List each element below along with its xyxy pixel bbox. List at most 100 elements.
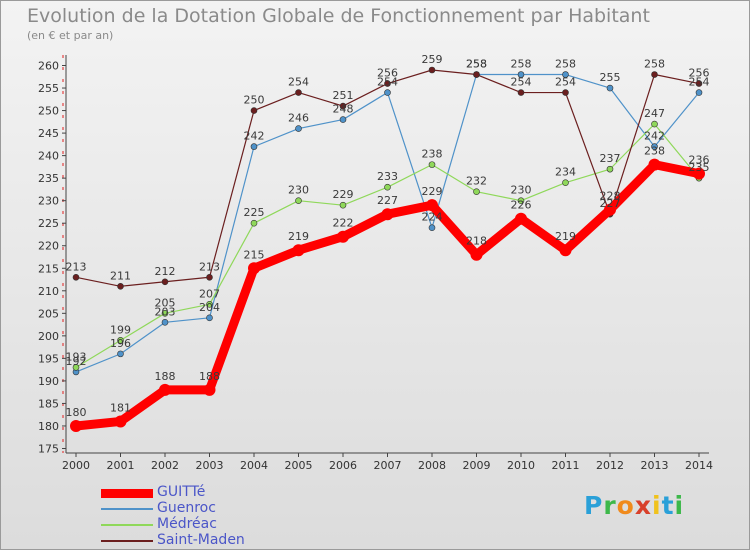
- series-point-0: [693, 167, 705, 180]
- series-point-3: [473, 71, 480, 78]
- x-tick-label: 2009: [463, 459, 491, 472]
- y-tick-label: 220: [38, 240, 59, 253]
- data-label-3: 213: [66, 260, 87, 273]
- y-tick-label: 200: [38, 330, 59, 343]
- series-point-3: [295, 89, 302, 96]
- legend-label: GUITTé: [157, 484, 206, 500]
- data-label-0: 227: [377, 194, 398, 207]
- data-label-0: 226: [511, 199, 532, 212]
- data-label-3: 256: [689, 67, 710, 80]
- series-point-1: [517, 71, 525, 78]
- series-point-0: [604, 203, 616, 216]
- x-tick-label: 2002: [151, 459, 179, 472]
- legend-swatch: [101, 488, 153, 498]
- chart-title: Evolution de la Dotation Globale de Fonc…: [27, 5, 650, 27]
- x-tick-label: 2010: [507, 459, 535, 472]
- series-point-1: [161, 319, 169, 326]
- data-label-2: 230: [288, 184, 309, 197]
- series-point-3: [339, 102, 347, 110]
- data-label-2: 229: [333, 188, 354, 201]
- data-label-3: 258: [644, 58, 665, 71]
- series-point-2: [428, 161, 436, 168]
- series-point-0: [70, 419, 82, 432]
- data-label-2: 238: [422, 148, 443, 161]
- data-label-3: 227: [600, 197, 621, 210]
- y-tick-label: 190: [38, 375, 59, 388]
- series-point-3: [206, 273, 213, 281]
- data-label-3: 259: [422, 53, 443, 66]
- series-point-3: [651, 71, 658, 78]
- data-label-1: 203: [155, 305, 176, 318]
- data-label-2: 232: [466, 175, 487, 188]
- data-label-1: 246: [288, 112, 309, 125]
- logo-letter: x: [634, 491, 652, 520]
- data-label-2: 247: [644, 107, 665, 120]
- y-tick-label: 240: [38, 150, 59, 163]
- data-label-2: 233: [377, 170, 398, 183]
- data-label-1: 224: [422, 211, 443, 224]
- series-point-3: [117, 282, 124, 290]
- series-point-2: [295, 197, 302, 204]
- logo-letter: t: [661, 491, 675, 520]
- legend-swatch: [101, 508, 153, 510]
- data-label-0: 219: [555, 230, 576, 243]
- data-label-3: 251: [333, 89, 354, 102]
- series-point-0: [648, 158, 661, 171]
- series-point-2: [72, 364, 80, 371]
- series-point-0: [159, 383, 171, 396]
- data-label-0: 228: [600, 190, 621, 203]
- y-tick-label: 210: [38, 285, 59, 298]
- data-label-1: 254: [689, 76, 710, 89]
- data-label-0: 180: [66, 406, 87, 419]
- x-tick-label: 2000: [62, 459, 90, 472]
- series-point-0: [292, 244, 305, 257]
- data-label-0: 218: [466, 235, 487, 248]
- series-point-2: [206, 301, 213, 308]
- series-point-1: [606, 84, 614, 92]
- y-tick-label: 180: [38, 420, 59, 433]
- data-label-2: 193: [66, 350, 87, 363]
- series-line-1: [75, 73, 700, 373]
- x-tick-label: 2013: [641, 459, 669, 472]
- series-point-1: [695, 89, 703, 96]
- data-label-0: 215: [244, 248, 265, 261]
- series-point-0: [337, 230, 349, 243]
- series-point-1: [651, 143, 658, 150]
- data-label-1: 242: [244, 130, 265, 143]
- data-label-3: 213: [199, 260, 220, 273]
- series-point-0: [426, 199, 438, 212]
- logo-letter: i: [652, 491, 662, 520]
- data-label-3: 212: [155, 265, 176, 278]
- series-point-1: [250, 143, 258, 150]
- data-label-0: 222: [333, 217, 354, 230]
- x-tick-label: 2011: [552, 459, 580, 472]
- legend-swatch: [101, 524, 153, 526]
- data-label-1: 258: [511, 58, 532, 71]
- data-label-1: 204: [199, 301, 220, 314]
- legend-label: Saint-Maden: [157, 532, 245, 548]
- series-point-0: [381, 208, 394, 221]
- data-label-0: 236: [689, 154, 710, 167]
- data-label-2: 237: [600, 152, 621, 165]
- proxiti-logo: Proxiti: [584, 491, 684, 520]
- series-point-1: [206, 314, 213, 322]
- y-tick-label: 215: [38, 262, 59, 275]
- chart-data-labels: 192 196 203 204 242 246 248 254 224 258 258 258 255 2…: [66, 53, 710, 419]
- series-point-1: [117, 350, 124, 358]
- data-label-1: 254: [377, 76, 398, 89]
- y-tick-label: 185: [38, 397, 59, 410]
- series-point-2: [517, 197, 525, 204]
- data-label-2: 234: [555, 166, 576, 179]
- data-label-3: 254: [511, 76, 532, 89]
- data-label-1: 258: [555, 58, 576, 71]
- data-label-1: 242: [644, 130, 665, 143]
- series-point-0: [203, 383, 216, 396]
- y-tick-label: 225: [38, 217, 59, 230]
- x-tick-label: 2005: [285, 459, 313, 472]
- chart-subtitle: (en € et par an): [27, 29, 114, 42]
- data-label-3: 258: [466, 58, 487, 71]
- data-label-2: 225: [244, 206, 265, 219]
- data-label-3: 250: [244, 94, 265, 107]
